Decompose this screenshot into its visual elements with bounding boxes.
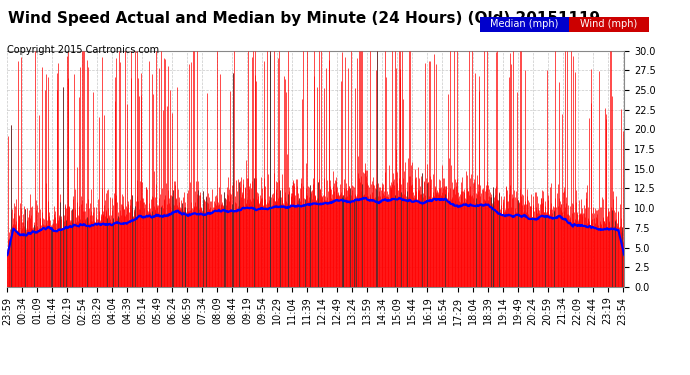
Text: Copyright 2015 Cartronics.com: Copyright 2015 Cartronics.com xyxy=(7,45,159,55)
Text: Wind Speed Actual and Median by Minute (24 Hours) (Old) 20151119: Wind Speed Actual and Median by Minute (… xyxy=(8,11,600,26)
Text: Wind (mph): Wind (mph) xyxy=(580,20,638,29)
Text: Median (mph): Median (mph) xyxy=(490,20,559,29)
